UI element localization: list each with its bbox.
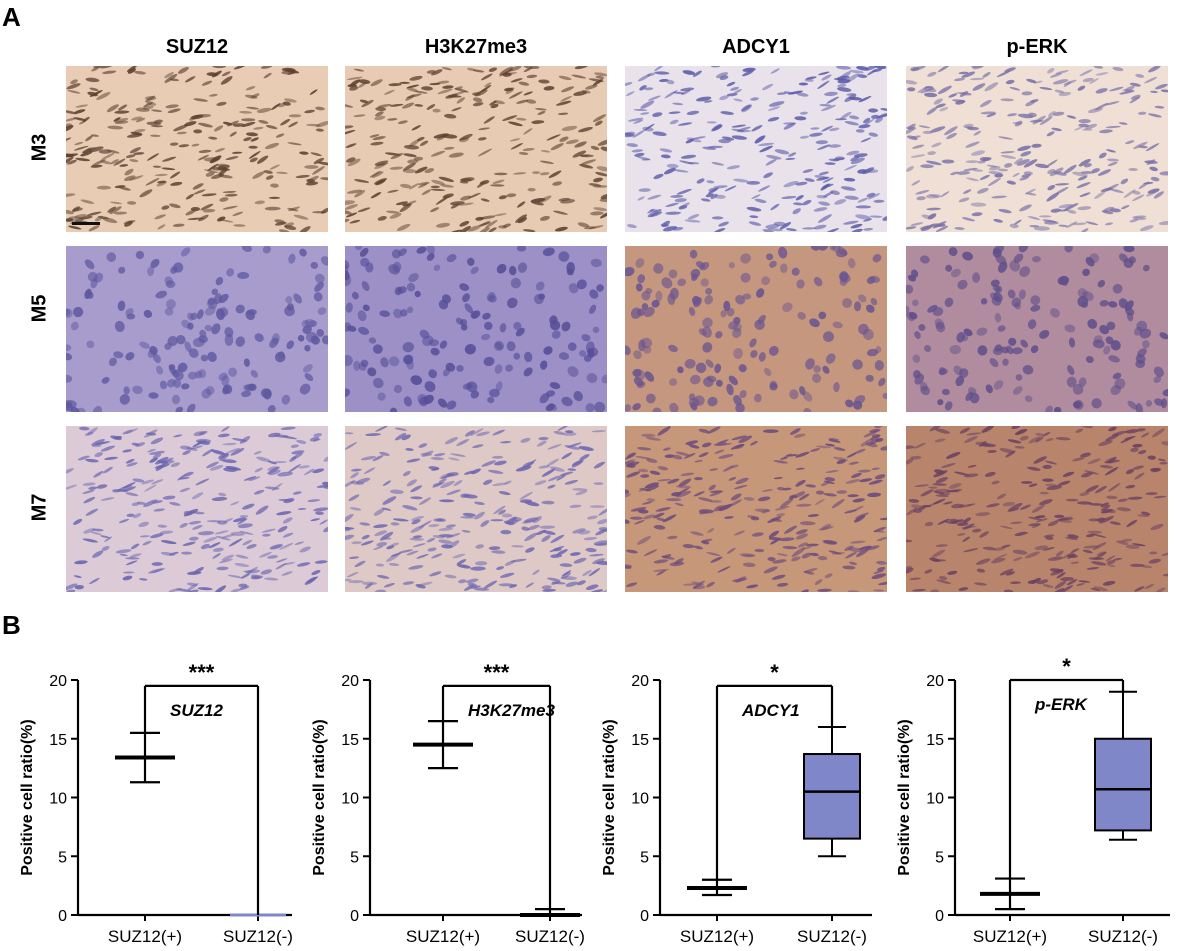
stain-header-h3k27me3: H3K27me3 — [424, 36, 528, 58]
y-tick-label: 15 — [49, 732, 67, 749]
significance-bracket — [143, 684, 260, 915]
y-axis-label: Positive cell ratio(%) — [601, 719, 618, 876]
x-tick-label: SUZ12(+) — [680, 927, 754, 946]
box-SUZ12(-) — [520, 908, 580, 917]
x-tick-label: SUZ12(-) — [223, 927, 293, 946]
micrograph-m3-p-erk — [906, 66, 1168, 232]
y-tick-label: 15 — [926, 732, 944, 749]
row-label-m5: M5 — [28, 294, 51, 323]
y-tick-label: 15 — [631, 732, 649, 749]
micrograph-m5-adcy1 — [625, 246, 887, 412]
x-tick-label: SUZ12(-) — [515, 927, 585, 946]
box-SUZ12(-) — [803, 726, 861, 858]
y-tick-label: 10 — [341, 791, 359, 808]
stain-header-adcy1: ADCY1 — [722, 36, 790, 58]
y-tick-label: 0 — [935, 908, 944, 925]
y-tick-label: 10 — [926, 791, 944, 808]
row-label-m7: M7 — [28, 493, 51, 522]
y-tick-label: 20 — [631, 673, 649, 690]
stain-header-p-erk: p-ERK — [1006, 36, 1068, 58]
micrograph-m7-adcy1 — [625, 426, 887, 592]
significance-bracket — [715, 684, 834, 880]
significance-label: * — [1062, 654, 1071, 679]
series-label: SUZ12 — [170, 701, 223, 720]
x-tick-label: SUZ12(+) — [108, 927, 182, 946]
box-SUZ12(-) — [1094, 690, 1152, 841]
significance-label: *** — [189, 660, 215, 685]
micrograph-m5-suz12 — [66, 246, 328, 412]
series-label: ADCY1 — [741, 701, 800, 720]
series-label: H3K27me3 — [468, 701, 555, 720]
series-label: p-ERK — [1034, 695, 1089, 714]
significance-bracket — [1008, 678, 1125, 879]
significance-bracket — [441, 684, 552, 910]
y-tick-label: 5 — [58, 849, 67, 866]
micrograph-m5-p-erk — [906, 246, 1168, 412]
chart-adcy1: 0 5 10 15 20 Positive cell ratio(%) SUZ12(+) SU… — [590, 640, 890, 951]
box-SUZ12(+) — [980, 877, 1040, 911]
y-tick-label: 20 — [926, 673, 944, 690]
scale-bar — [72, 222, 100, 225]
y-tick-label: 10 — [49, 791, 67, 808]
micrograph-m7-p-erk — [906, 426, 1168, 592]
x-tick-label: SUZ12(+) — [973, 927, 1047, 946]
x-tick-label: SUZ12(-) — [1088, 927, 1158, 946]
box-SUZ12(+) — [413, 720, 473, 770]
y-axis-label: Positive cell ratio(%) — [19, 719, 36, 876]
significance-label: *** — [484, 660, 510, 685]
y-tick-label: 20 — [341, 673, 359, 690]
y-tick-label: 20 — [49, 673, 67, 690]
chart-suz12: 0 5 10 15 20 Positive cell ratio(%) SUZ12(+) SU… — [0, 640, 300, 951]
panel-a-label: A — [2, 2, 21, 32]
y-tick-label: 0 — [350, 908, 359, 925]
micrograph-m7-h3k27me3 — [345, 426, 607, 592]
y-axis-label: Positive cell ratio(%) — [896, 719, 913, 876]
row-label-m3: M3 — [28, 133, 51, 162]
chart-p-erk: 0 5 10 15 20 Positive cell ratio(%) SUZ12(+) SU… — [880, 640, 1180, 951]
y-tick-label: 5 — [350, 849, 359, 866]
box-SUZ12(+) — [115, 731, 175, 784]
x-tick-label: SUZ12(-) — [797, 927, 867, 946]
y-tick-label: 15 — [341, 732, 359, 749]
micrograph-m5-h3k27me3 — [345, 246, 607, 412]
y-tick-label: 0 — [58, 908, 67, 925]
micrograph-m3-h3k27me3 — [345, 66, 607, 232]
panel-b-label: B — [2, 610, 21, 640]
stain-header-suz12: SUZ12 — [165, 36, 229, 58]
y-tick-label: 10 — [631, 791, 649, 808]
x-tick-label: SUZ12(+) — [406, 927, 480, 946]
y-tick-label: 0 — [640, 908, 649, 925]
chart-h3k27me3: 0 5 10 15 20 Positive cell ratio(%) SUZ12(+) SU… — [300, 640, 590, 951]
y-tick-label: 5 — [640, 849, 649, 866]
significance-label: * — [770, 660, 779, 685]
box-SUZ12(+) — [687, 878, 747, 897]
micrograph-m3-suz12 — [66, 66, 328, 232]
y-tick-label: 5 — [935, 849, 944, 866]
micrograph-m7-suz12 — [66, 426, 328, 592]
micrograph-m3-adcy1 — [625, 66, 887, 232]
y-axis-label: Positive cell ratio(%) — [311, 719, 328, 876]
